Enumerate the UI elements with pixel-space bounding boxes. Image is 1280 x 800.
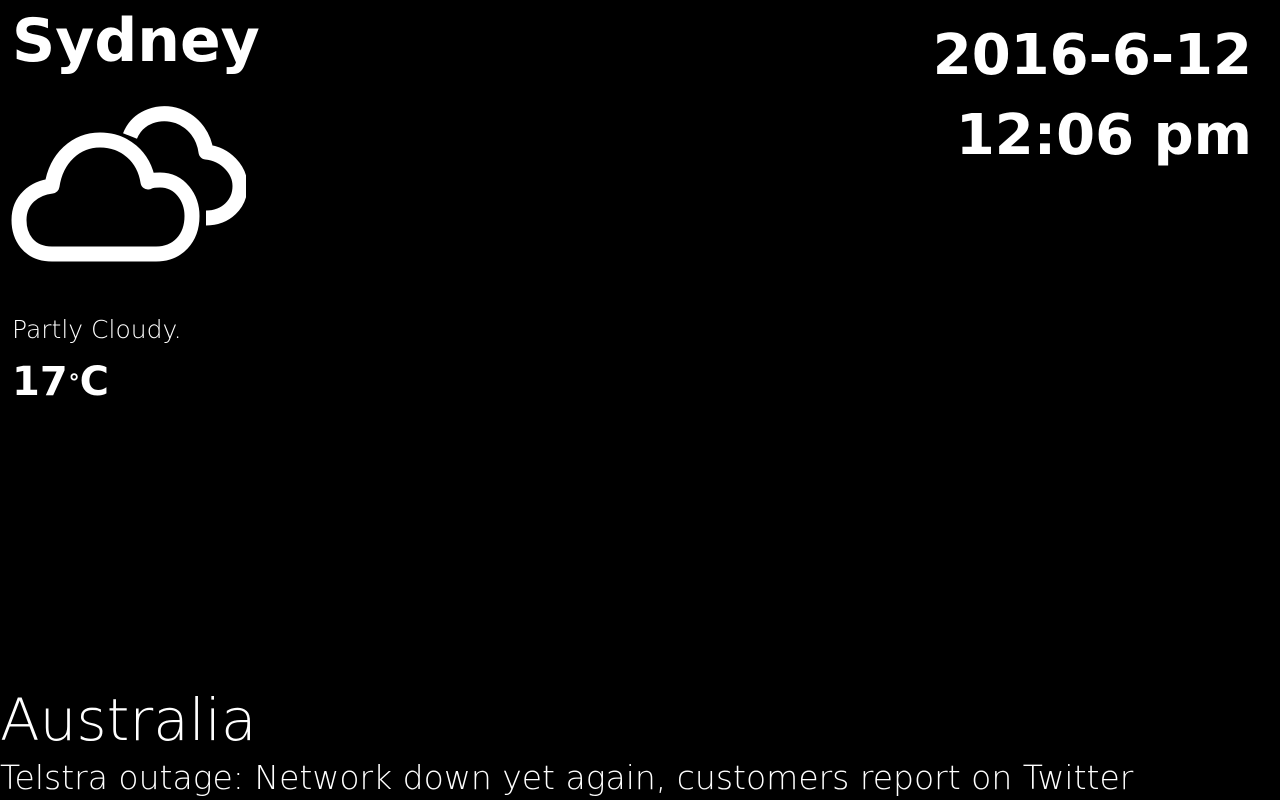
datetime-panel: 2016-6-12 12:06 pm: [933, 16, 1252, 176]
news-headline[interactable]: Telstra outage: Network down yet again, …: [0, 758, 1134, 797]
time-display: 12:06 pm: [955, 103, 1252, 168]
date-display: 2016-6-12: [932, 23, 1252, 88]
news-region: Australia: [0, 686, 257, 754]
partly-cloudy-icon: [11, 106, 246, 262]
temperature-value: 17: [12, 359, 68, 405]
weather-condition: Partly Cloudy.: [12, 315, 182, 344]
temperature: 17°C: [12, 356, 109, 408]
degree-symbol: °: [68, 371, 80, 396]
temperature-unit: C: [79, 359, 110, 405]
city-name: Sydney: [12, 6, 260, 76]
